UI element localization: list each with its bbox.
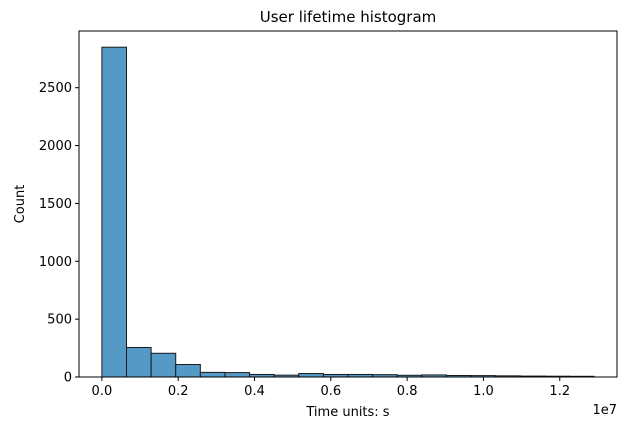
x-tick-label: 0.0: [92, 384, 113, 399]
histogram-bar: [298, 373, 324, 378]
x-axis-offset-label: 1e7: [592, 403, 617, 418]
x-ticks-group: 0.0 0.2 0.4 0.6 0.8 1.0 1.2: [92, 377, 570, 399]
histogram-bar: [101, 46, 128, 378]
x-tick-label: 0.8: [397, 384, 418, 399]
y-tick-label: 0: [64, 371, 72, 386]
y-tick-label: 1000: [39, 255, 72, 270]
y-axis-label: Count: [13, 185, 28, 224]
x-tick-label: 0.4: [244, 384, 265, 399]
y-tick-label: 2500: [39, 81, 72, 96]
axes-frame: [78, 30, 618, 378]
chart-title: User lifetime histogram: [260, 8, 437, 26]
histogram-bar: [150, 352, 177, 378]
histogram-bar: [224, 372, 251, 378]
histogram-bar: [175, 364, 201, 378]
x-tick-label: 1.2: [549, 384, 570, 399]
x-tick-label: 0.2: [168, 384, 189, 399]
x-tick-label: 0.6: [320, 384, 341, 399]
histogram-bar: [126, 346, 152, 378]
y-ticks-group: 0 500 1000 1500 2000 2500: [39, 81, 79, 386]
x-axis-label: Time units: s: [305, 405, 389, 420]
x-tick-label: 1.0: [473, 384, 494, 399]
y-tick-label: 500: [47, 313, 72, 328]
y-tick-label: 1500: [39, 197, 72, 212]
y-tick-label: 2000: [39, 139, 72, 154]
histogram-bar: [199, 371, 226, 378]
